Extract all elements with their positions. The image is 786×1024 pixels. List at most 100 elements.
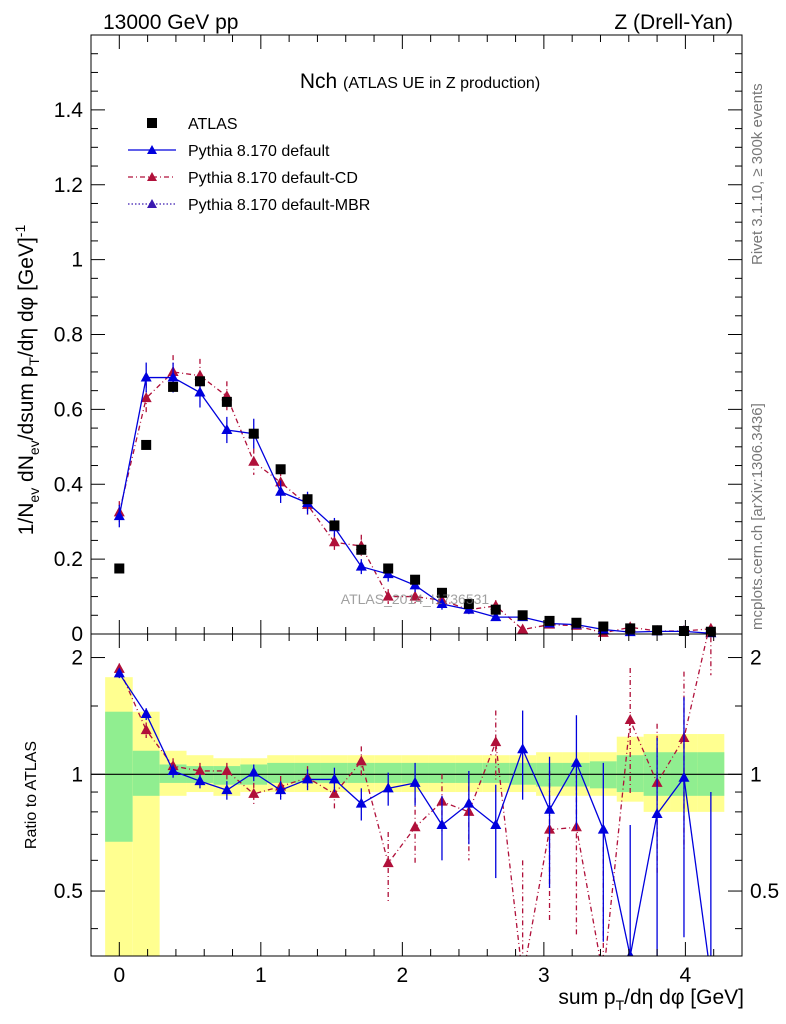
- main-point: [194, 386, 206, 397]
- main-atlas-point: [221, 396, 232, 407]
- main-panel: 0 0.2 0.4 0.6 0.8 1 1.2 1.4 Nch (ATLAS UE in Z …: [12, 34, 743, 646]
- ratio-point: [597, 823, 609, 834]
- ratio-point: [221, 784, 233, 795]
- main-point: [167, 371, 179, 382]
- xlabel-sub-a: T: [616, 997, 625, 1013]
- ratio-ylabel: Ratio to ATLAS: [23, 741, 40, 849]
- main-atlas-point: [141, 439, 152, 450]
- ratio-point: [490, 736, 502, 747]
- ratio-point: [436, 819, 448, 830]
- legend-atlas-label: ATLAS: [188, 116, 238, 133]
- ylabel-part-a: 1/N: [15, 503, 38, 536]
- main-atlas-point: [302, 494, 313, 505]
- ratio-xtick-label: 3: [538, 964, 550, 987]
- ratio-point: [409, 821, 421, 832]
- ratio-point: [626, 950, 634, 956]
- watermark: ATLAS_2014_I1736531: [341, 591, 490, 607]
- ratio-point: [409, 776, 421, 787]
- ratio-point: [544, 803, 556, 814]
- xlabel-part-a: sum p: [558, 986, 615, 1009]
- legend-default-label: Pythia 8.170 default: [188, 143, 330, 160]
- ratio-ytick-label-right: 2: [750, 647, 762, 670]
- ylabel-sup-d: -1: [12, 225, 28, 238]
- ratio-band-inner: [105, 711, 133, 842]
- ratio-series-group: [113, 634, 712, 956]
- xlabel-part-b: /dη dφ [GeV]: [624, 986, 744, 1009]
- main-atlas-point: [194, 376, 205, 387]
- ratio-ytick-label-right: 1: [750, 763, 762, 786]
- main-ytick-label: 1.4: [54, 99, 84, 122]
- legend-cd-marker: [147, 172, 157, 181]
- ylabel-part-b: dN: [15, 455, 38, 488]
- legend-mbr-marker: [147, 199, 157, 208]
- main-point: [409, 590, 421, 601]
- ratio-point: [517, 743, 529, 754]
- main-point: [517, 623, 529, 634]
- ratio-point: [355, 755, 367, 766]
- ratio-frame: [90, 633, 743, 957]
- ratio-point: [624, 714, 636, 725]
- ratio-point: [328, 787, 340, 798]
- main-ytick-label: 0.4: [54, 473, 84, 496]
- ylabel-sub-c: T: [26, 357, 42, 366]
- main-ytick-label: 1.2: [54, 174, 83, 197]
- main-point: [355, 560, 367, 571]
- main-atlas-point: [356, 544, 367, 555]
- ratio-xtick-label: 1: [255, 964, 267, 987]
- main-atlas-point: [463, 599, 474, 610]
- main-atlas-point: [436, 587, 447, 598]
- main-ytick-label: 0.8: [54, 324, 83, 347]
- ratio-point: [194, 764, 206, 775]
- legend-cd-label: Pythia 8.170 default-CD: [188, 170, 358, 187]
- main-atlas-point: [410, 574, 421, 585]
- ratio-point: [302, 773, 314, 784]
- ratio-ytick-label: 0.5: [54, 880, 83, 903]
- legend-default-marker: [147, 145, 157, 154]
- ratio-band-inner: [132, 750, 160, 796]
- main-point: [221, 423, 233, 434]
- side-text-mcplots: mcplots.cern.ch [arXiv:1306.3436]: [749, 403, 766, 630]
- main-atlas-point: [544, 615, 555, 626]
- main-point: [328, 536, 340, 547]
- ratio-point: [328, 773, 340, 784]
- ratio-band-inner: [616, 755, 644, 793]
- ratio-axis-ticks: 0.5 0.5 1 1 2 2 0 1 2 3 4: [54, 634, 779, 987]
- ratio-point: [140, 724, 152, 735]
- side-text-rivet: Rivet 3.1.10, ≥ 300k events: [749, 83, 766, 265]
- main-ylabel: 1/Nev dNev/dsum pT/dη dφ [GeV]-1: [12, 225, 42, 536]
- main-point: [436, 598, 448, 609]
- main-point: [490, 611, 502, 622]
- ratio-point: [167, 764, 179, 775]
- main-atlas-point: [248, 428, 259, 439]
- main-atlas-point: [490, 604, 501, 615]
- ratio-ytick-label-right: 0.5: [750, 880, 779, 903]
- ratio-band-inner: [267, 762, 295, 783]
- main-ytick-label: 0.6: [54, 398, 83, 421]
- main-atlas-point: [275, 464, 286, 475]
- ratio-xtick-label: 4: [680, 964, 692, 987]
- ratio-point: [194, 775, 206, 786]
- ratio-point: [113, 667, 125, 678]
- main-ytick-label: 1: [71, 249, 83, 272]
- legend-mbr-label: Pythia 8.170 default-MBR: [188, 197, 370, 214]
- ratio-point: [248, 787, 260, 798]
- ratio-point: [140, 708, 152, 719]
- ratio-point: [463, 797, 475, 808]
- ratio-point: [382, 857, 394, 868]
- main-point: [140, 392, 152, 403]
- main-atlas-point: [705, 626, 716, 637]
- ratio-data-layer: [91, 634, 742, 956]
- main-title-main: Nch: [300, 70, 337, 93]
- main-atlas-point: [168, 381, 179, 392]
- main-atlas-point: [571, 617, 582, 628]
- main-atlas-point: [625, 623, 636, 634]
- ratio-point: [382, 782, 394, 793]
- ylabel-sub-a: ev: [26, 488, 42, 503]
- main-atlas-point: [329, 520, 340, 531]
- main-atlas-point: [678, 626, 689, 637]
- ratio-point: [248, 766, 260, 777]
- main-title-sub: (ATLAS UE in Z production): [343, 75, 540, 92]
- main-point: [113, 510, 125, 521]
- main-atlas-point: [383, 563, 394, 574]
